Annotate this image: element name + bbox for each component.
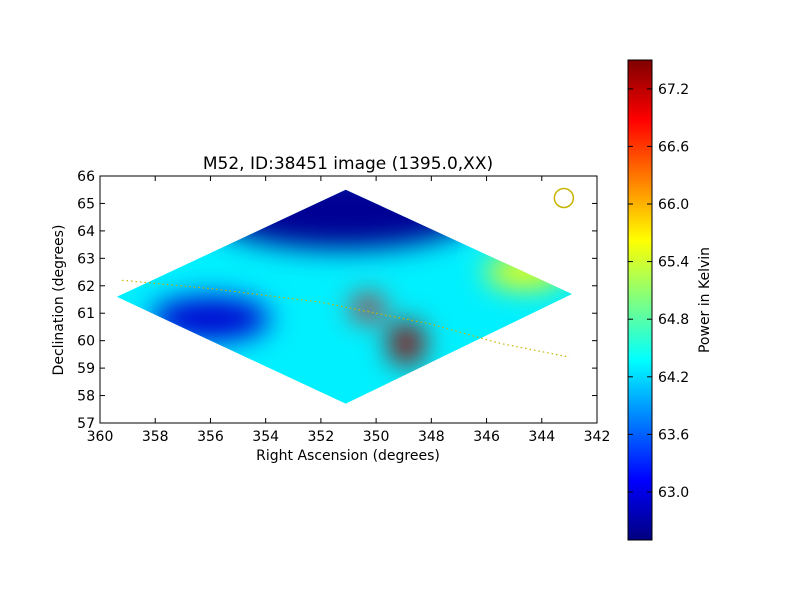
- x-tick-label: 342: [584, 429, 611, 445]
- x-axis-label: Right Ascension (degrees): [256, 448, 440, 464]
- sky-footprint: [116, 189, 573, 404]
- colorbar-tick-label: 64.8: [658, 312, 689, 328]
- colorbar-tick-label: 64.2: [658, 370, 689, 386]
- x-tick-label: 354: [252, 429, 279, 445]
- chart-title: M52, ID:38451 image (1395.0,XX): [203, 154, 493, 174]
- x-tick-label: 346: [473, 429, 500, 445]
- colorbar-label: Power in Kelvin: [697, 247, 713, 353]
- colorbar-tick-label: 66.0: [658, 197, 689, 213]
- y-axis-label: Declination (degrees): [51, 225, 67, 376]
- colorbar: [627, 59, 653, 541]
- colorbar-tick-label: 65.4: [658, 255, 689, 271]
- x-tick-label: 350: [363, 429, 390, 445]
- map-feature: [150, 296, 271, 341]
- x-tick-label: 360: [87, 429, 114, 445]
- y-tick-label: 64: [77, 224, 95, 240]
- y-tick-label: 66: [77, 169, 95, 185]
- colorbar-tick-label: 63.0: [658, 485, 689, 501]
- heatmap-image: [116, 189, 573, 404]
- y-tick-label: 60: [77, 334, 95, 350]
- galactic-plane-line: [122, 279, 570, 358]
- x-tick-label: 358: [142, 429, 169, 445]
- colorbar-tick-label: 67.2: [658, 82, 689, 98]
- y-tick-label: 57: [77, 416, 95, 432]
- y-tick-label: 62: [77, 279, 95, 295]
- x-tick-label: 348: [418, 429, 445, 445]
- colorbar-axis: 63.0 63.6 64.2 64.8 65.4 66.0 66.6 67.2: [628, 82, 689, 501]
- x-tick-label: 344: [528, 429, 555, 445]
- x-axis: 360 358 356 354 352 350 348 346 344 342: [87, 176, 611, 445]
- map-feature: [485, 256, 566, 289]
- x-tick-label: 356: [197, 429, 224, 445]
- y-axis: 57 58 59 60 61 62 63 64 65 66: [77, 169, 597, 432]
- map-feature: [388, 321, 425, 366]
- colorbar-tick-label: 66.6: [658, 139, 689, 155]
- y-tick-label: 63: [77, 251, 95, 267]
- plot-frame: [99, 175, 598, 424]
- beam-marker: [553, 187, 575, 209]
- x-tick-label: 352: [308, 429, 335, 445]
- y-tick-label: 58: [77, 389, 95, 405]
- y-tick-label: 61: [77, 306, 95, 322]
- colorbar-tick-label: 63.6: [658, 427, 689, 443]
- map-feature: [202, 189, 483, 249]
- map-feature: [351, 295, 384, 320]
- y-tick-label: 65: [77, 196, 95, 212]
- y-tick-label: 59: [77, 361, 95, 377]
